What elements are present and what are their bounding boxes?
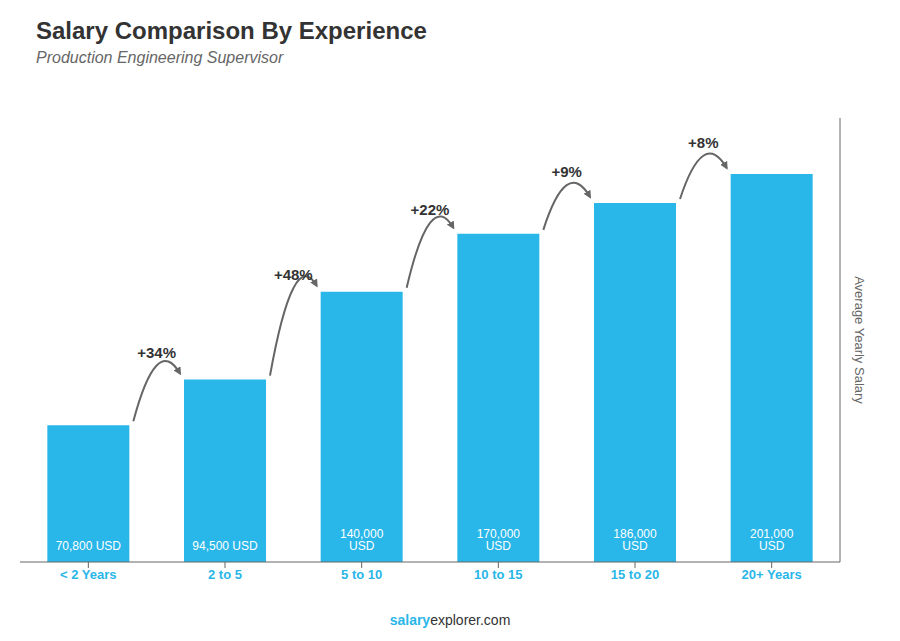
svg-text:+22%: +22% [411, 201, 450, 218]
svg-text:+8%: +8% [688, 134, 718, 151]
svg-text:20+ Years: 20+ Years [742, 567, 802, 582]
svg-text:94,500 USD: 94,500 USD [192, 539, 258, 553]
svg-text:15 to 20: 15 to 20 [611, 567, 659, 582]
html-text:Production Engineering Supervi: Production Engineering Supervisor [36, 49, 284, 66]
html-text:salary explorer.com: salary explorer.com [389, 612, 511, 628]
html-text:Salary Comparison By Experienc: Salary Comparison By Experience [36, 17, 427, 44]
svg-text:5 to 10: 5 to 10 [341, 567, 382, 582]
svg-text:+9%: +9% [551, 163, 581, 180]
svg-text:Average Yearly Salary: Average Yearly Salary [852, 276, 867, 404]
svg-text:201,000USD: 201,000USD [750, 527, 794, 553]
svg-text:< 2 Years: < 2 Years [60, 567, 117, 582]
svg-text:+34%: +34% [137, 344, 176, 361]
svg-text:170,000USD: 170,000USD [477, 527, 521, 553]
svg-text:70,800 USD: 70,800 USD [56, 539, 122, 553]
svg-text:+48%: +48% [274, 266, 313, 283]
svg-text:10 to 15: 10 to 15 [474, 567, 522, 582]
svg-text:2 to 5: 2 to 5 [208, 567, 242, 582]
svg-text:140,000USD: 140,000USD [340, 527, 384, 553]
svg-text:186,000USD: 186,000USD [613, 527, 657, 553]
